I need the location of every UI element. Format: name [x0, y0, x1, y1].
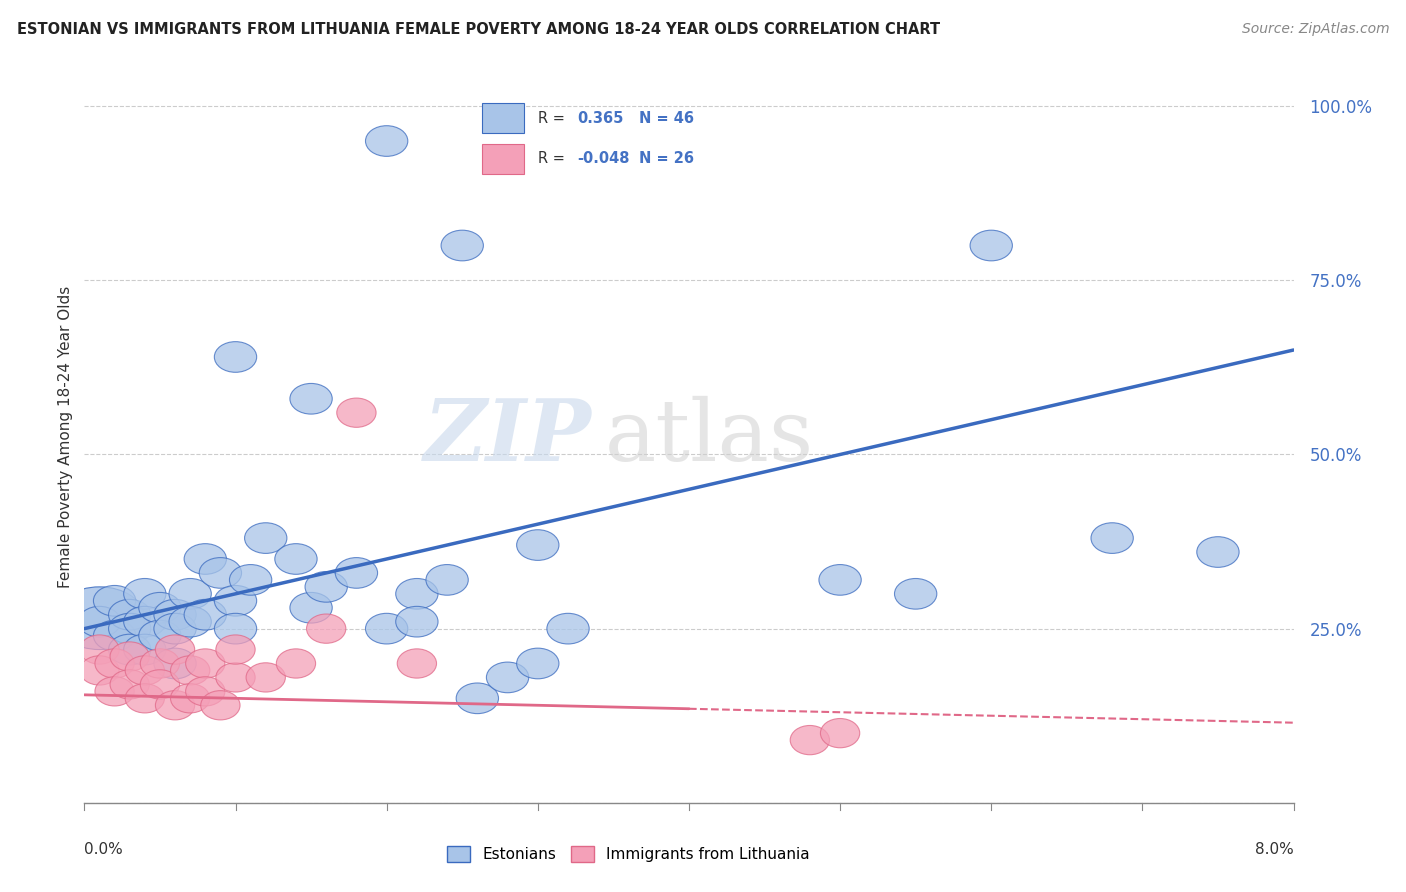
Ellipse shape	[124, 579, 166, 609]
Ellipse shape	[970, 230, 1012, 260]
Ellipse shape	[186, 677, 225, 706]
Ellipse shape	[93, 585, 136, 616]
Ellipse shape	[139, 620, 181, 651]
Ellipse shape	[169, 579, 211, 609]
Ellipse shape	[93, 620, 136, 651]
Ellipse shape	[818, 565, 862, 595]
Ellipse shape	[108, 614, 150, 644]
Ellipse shape	[153, 648, 197, 679]
Text: atlas: atlas	[605, 395, 814, 479]
Ellipse shape	[200, 558, 242, 588]
Ellipse shape	[1091, 523, 1133, 553]
Ellipse shape	[156, 635, 194, 665]
Ellipse shape	[274, 543, 318, 574]
Ellipse shape	[139, 592, 181, 624]
Ellipse shape	[80, 656, 120, 685]
Ellipse shape	[821, 719, 859, 747]
Ellipse shape	[96, 677, 134, 706]
Ellipse shape	[305, 572, 347, 602]
Ellipse shape	[547, 614, 589, 644]
Ellipse shape	[125, 683, 165, 713]
Ellipse shape	[398, 648, 436, 678]
Ellipse shape	[184, 599, 226, 630]
Ellipse shape	[108, 634, 150, 665]
Ellipse shape	[246, 663, 285, 692]
Ellipse shape	[141, 648, 180, 678]
Ellipse shape	[156, 690, 194, 720]
Ellipse shape	[125, 656, 165, 685]
Ellipse shape	[170, 656, 209, 685]
Ellipse shape	[290, 384, 332, 414]
Ellipse shape	[516, 648, 560, 679]
Ellipse shape	[186, 648, 225, 678]
Ellipse shape	[441, 230, 484, 260]
Ellipse shape	[124, 634, 166, 665]
Ellipse shape	[170, 683, 209, 713]
Ellipse shape	[110, 670, 149, 699]
Y-axis label: Female Poverty Among 18-24 Year Olds: Female Poverty Among 18-24 Year Olds	[58, 286, 73, 588]
Ellipse shape	[366, 126, 408, 156]
Ellipse shape	[277, 648, 315, 678]
Ellipse shape	[124, 607, 166, 637]
Ellipse shape	[201, 690, 240, 720]
Ellipse shape	[214, 614, 257, 644]
Ellipse shape	[184, 543, 226, 574]
Ellipse shape	[169, 607, 211, 637]
Ellipse shape	[307, 614, 346, 643]
Ellipse shape	[486, 662, 529, 693]
Ellipse shape	[245, 523, 287, 553]
Ellipse shape	[516, 530, 560, 560]
Ellipse shape	[80, 635, 120, 665]
Ellipse shape	[290, 592, 332, 624]
Text: Source: ZipAtlas.com: Source: ZipAtlas.com	[1241, 22, 1389, 37]
Ellipse shape	[153, 614, 197, 644]
Ellipse shape	[108, 599, 150, 630]
Ellipse shape	[456, 683, 499, 714]
Ellipse shape	[335, 558, 378, 588]
Ellipse shape	[894, 579, 936, 609]
Ellipse shape	[214, 342, 257, 372]
Text: ZIP: ZIP	[425, 395, 592, 479]
Ellipse shape	[426, 565, 468, 595]
Ellipse shape	[229, 565, 271, 595]
Text: 0.0%: 0.0%	[84, 842, 124, 857]
Ellipse shape	[395, 579, 439, 609]
Text: 8.0%: 8.0%	[1254, 842, 1294, 857]
Ellipse shape	[141, 670, 180, 699]
Text: ESTONIAN VS IMMIGRANTS FROM LITHUANIA FEMALE POVERTY AMONG 18-24 YEAR OLDS CORRE: ESTONIAN VS IMMIGRANTS FROM LITHUANIA FE…	[17, 22, 941, 37]
Ellipse shape	[110, 642, 149, 671]
Ellipse shape	[337, 398, 375, 427]
Ellipse shape	[96, 648, 134, 678]
Ellipse shape	[366, 614, 408, 644]
Ellipse shape	[790, 725, 830, 755]
Ellipse shape	[153, 599, 197, 630]
Ellipse shape	[53, 587, 145, 649]
Legend: Estonians, Immigrants from Lithuania: Estonians, Immigrants from Lithuania	[441, 840, 815, 868]
Ellipse shape	[79, 607, 121, 637]
Ellipse shape	[395, 607, 439, 637]
Ellipse shape	[217, 663, 254, 692]
Ellipse shape	[214, 585, 257, 616]
Ellipse shape	[217, 635, 254, 665]
Ellipse shape	[1197, 537, 1239, 567]
